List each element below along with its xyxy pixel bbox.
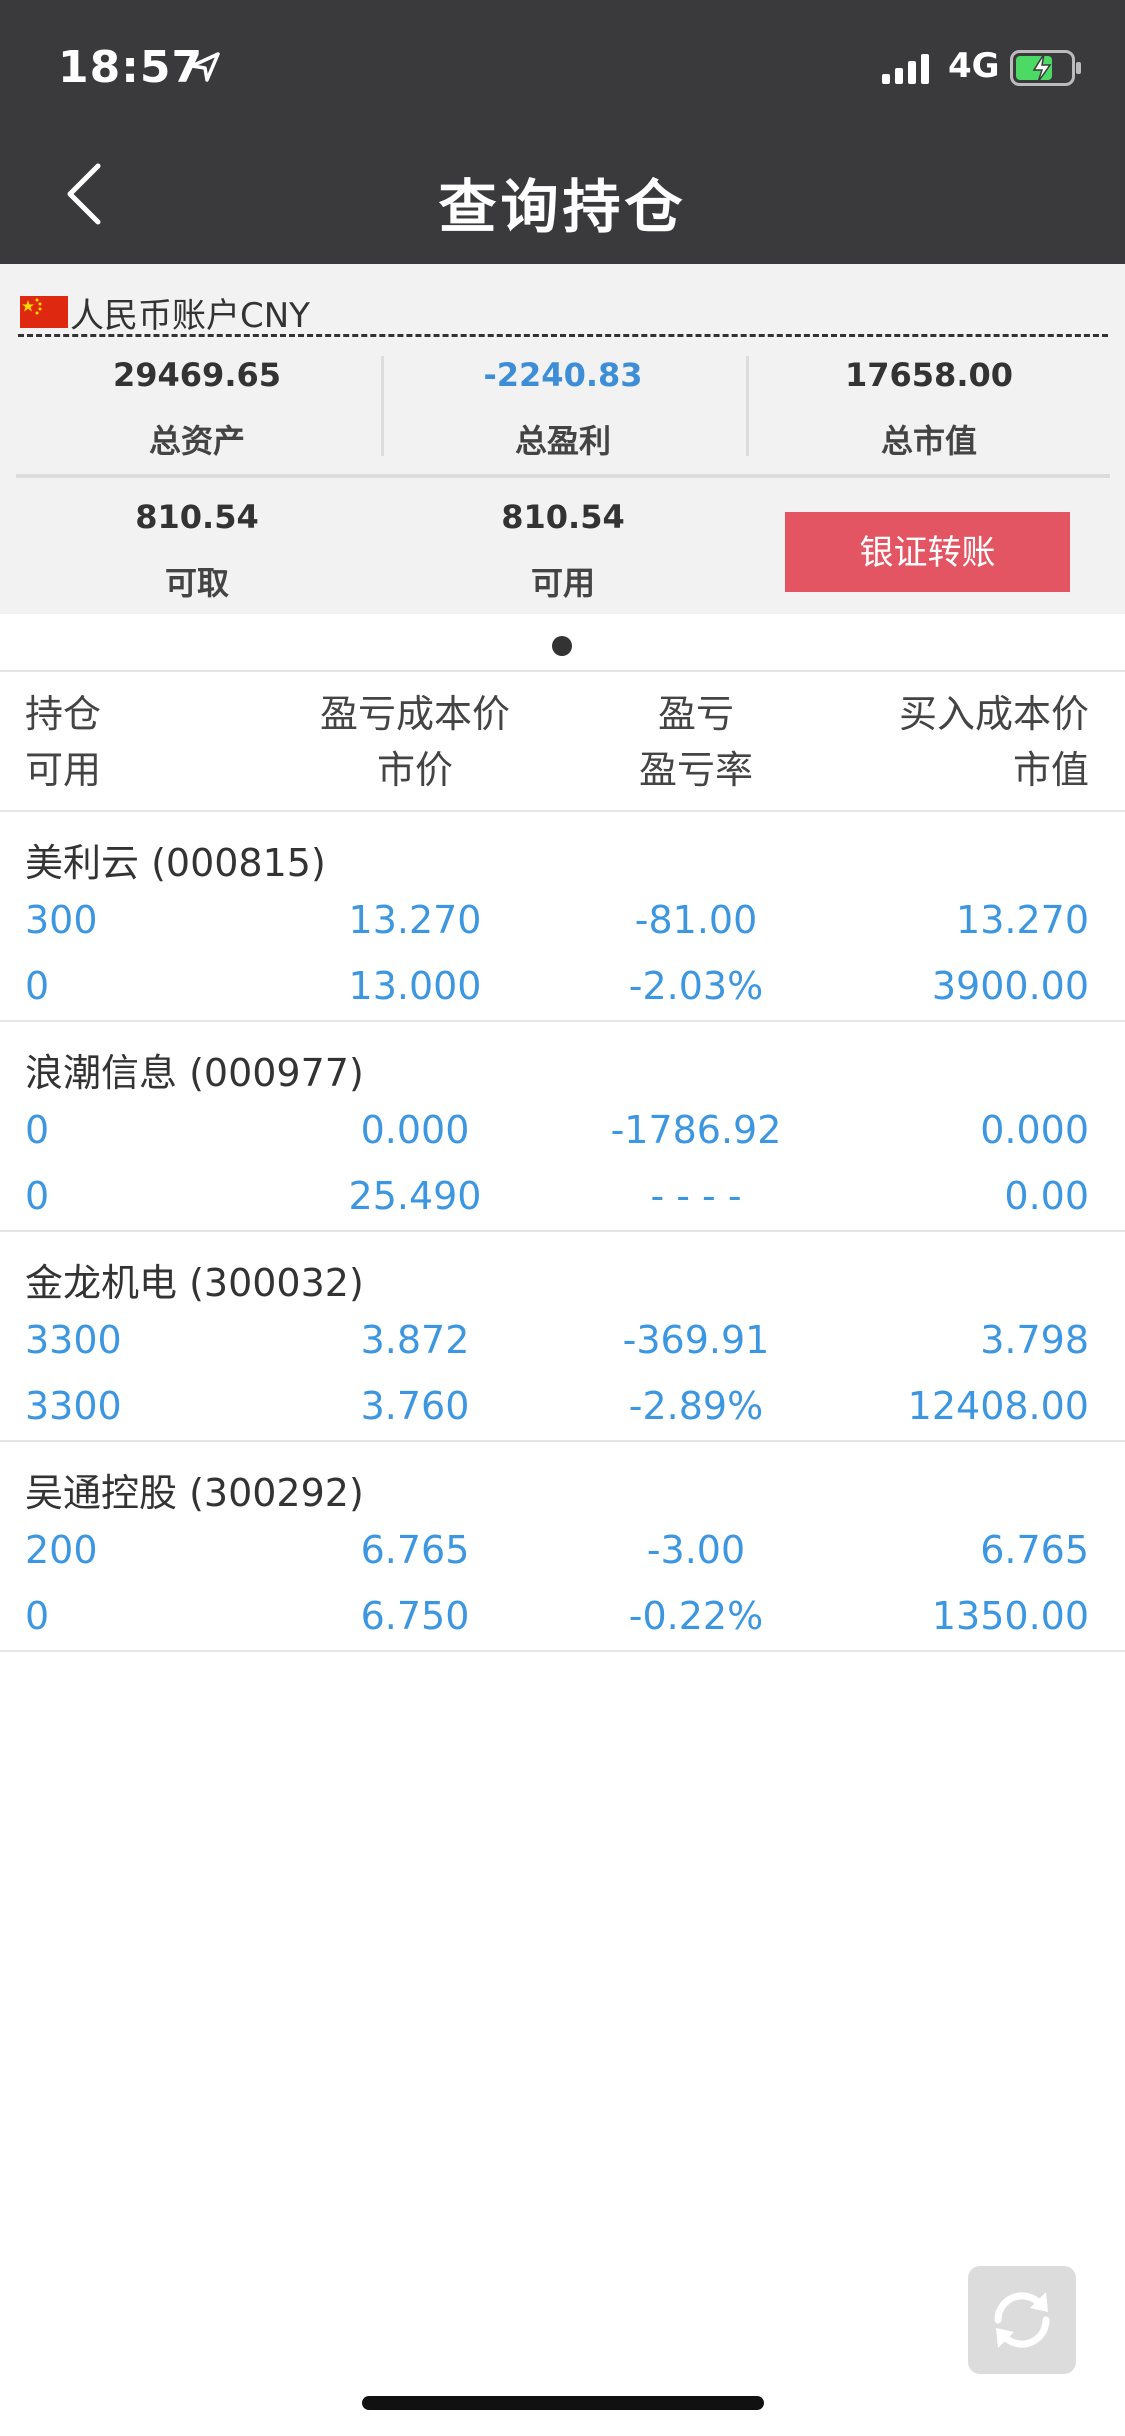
available-value: 810.54 xyxy=(501,498,625,536)
location-arrow-icon xyxy=(190,52,220,82)
page-title: 查询持仓 xyxy=(438,173,687,241)
position-row[interactable]: 浪潮信息 (000977) 0 0.000 -1786.92 0.000 0 2… xyxy=(0,1020,1125,1232)
header-pl: 盈亏 xyxy=(657,692,734,736)
account-header: 人民币账户CNY xyxy=(18,286,1108,337)
stock-name: 金龙机电 (300032) xyxy=(25,1261,364,1305)
header-pl-cost: 盈亏成本价 xyxy=(319,692,510,736)
refresh-button[interactable] xyxy=(968,2266,1076,2374)
pl-cost: 0.000 xyxy=(360,1108,470,1152)
total-market-value: 17658.00 总市值 xyxy=(749,356,1109,462)
price: 13.000 xyxy=(348,964,482,1008)
china-flag-icon xyxy=(20,296,68,328)
market-value: 1350.00 xyxy=(931,1594,1089,1638)
price: 6.750 xyxy=(360,1594,470,1638)
pl: -369.91 xyxy=(622,1318,770,1362)
available-qty: 3300 xyxy=(25,1384,122,1428)
holding: 300 xyxy=(25,898,98,942)
signal-icon xyxy=(882,54,929,84)
pl-rate: -0.22% xyxy=(628,1594,764,1638)
market-value: 12408.00 xyxy=(907,1384,1089,1428)
total-profit-value: -2240.83 xyxy=(483,356,643,394)
position-row[interactable]: 吴通控股 (300292) 200 6.765 -3.00 6.765 0 6.… xyxy=(0,1440,1125,1652)
available-qty: 0 xyxy=(25,1174,50,1218)
holding: 0 xyxy=(25,1108,50,1152)
stock-name: 吴通控股 (300292) xyxy=(25,1471,364,1515)
buy-cost: 13.270 xyxy=(956,898,1089,942)
header-pl-rate: 盈亏率 xyxy=(638,748,753,792)
buy-cost: 6.765 xyxy=(980,1528,1089,1572)
market-value: 3900.00 xyxy=(931,964,1089,1008)
table-header: 持仓 可用 盈亏成本价 市价 盈亏 盈亏率 买入成本价 市值 xyxy=(0,670,1125,812)
price: 25.490 xyxy=(348,1174,482,1218)
available-label: 可用 xyxy=(530,564,595,602)
total-assets-label: 总资产 xyxy=(148,422,245,460)
header-holding: 持仓 xyxy=(25,692,102,736)
top-bar: 18:57 4G 查询持仓 xyxy=(0,0,1125,264)
header-market-value: 市值 xyxy=(1012,748,1089,792)
market-value: 0.00 xyxy=(1004,1174,1089,1218)
account-summary: 人民币账户CNY 29469.65 总资产 -2240.83 总盈利 17658… xyxy=(0,264,1125,614)
divider xyxy=(746,356,749,456)
holding: 3300 xyxy=(25,1318,122,1362)
pl-rate: - - - - xyxy=(650,1174,742,1218)
status-time: 18:57 xyxy=(58,42,204,93)
withdrawable-value: 810.54 xyxy=(135,498,259,536)
pl-cost: 6.765 xyxy=(360,1528,470,1572)
withdrawable-label: 可取 xyxy=(164,564,229,602)
stock-name: 浪潮信息 (000977) xyxy=(25,1051,364,1095)
available: 810.54 可用 xyxy=(383,498,743,604)
network-label: 4G xyxy=(948,46,1000,86)
page-indicator-dot xyxy=(552,636,572,656)
pl: -3.00 xyxy=(646,1528,746,1572)
pl-cost: 13.270 xyxy=(348,898,482,942)
total-profit: -2240.83 总盈利 xyxy=(383,356,743,462)
position-row[interactable]: 金龙机电 (300032) 3300 3.872 -369.91 3.798 3… xyxy=(0,1230,1125,1442)
holding: 200 xyxy=(25,1528,98,1572)
position-row[interactable]: 美利云 (000815) 300 13.270 -81.00 13.270 0 … xyxy=(0,810,1125,1022)
buy-cost: 3.798 xyxy=(980,1318,1089,1362)
total-assets-value: 29469.65 xyxy=(112,356,281,394)
battery-charging-icon xyxy=(1010,50,1081,86)
stock-name: 美利云 (000815) xyxy=(25,841,326,885)
header-price: 市价 xyxy=(376,748,453,792)
total-profit-label: 总盈利 xyxy=(514,422,611,460)
pl-rate: -2.03% xyxy=(628,964,764,1008)
header-available: 可用 xyxy=(25,748,102,792)
pl: -81.00 xyxy=(634,898,758,942)
buy-cost: 0.000 xyxy=(980,1108,1089,1152)
available-qty: 0 xyxy=(25,964,50,1008)
bank-transfer-button[interactable]: 银证转账 xyxy=(785,512,1070,592)
withdrawable: 810.54 可取 xyxy=(17,498,377,604)
pl: -1786.92 xyxy=(610,1108,782,1152)
back-button[interactable] xyxy=(50,160,120,230)
account-name: 人民币账户CNY xyxy=(70,296,310,336)
price: 3.760 xyxy=(360,1384,470,1428)
total-market-value-label: 总市值 xyxy=(880,422,977,460)
pl-rate: -2.89% xyxy=(628,1384,764,1428)
total-assets: 29469.65 总资产 xyxy=(17,356,377,462)
refresh-icon xyxy=(994,2292,1050,2348)
divider xyxy=(381,356,384,456)
home-indicator[interactable] xyxy=(362,2396,764,2410)
header-buy-cost: 买入成本价 xyxy=(898,692,1089,736)
available-qty: 0 xyxy=(25,1594,50,1638)
pl-cost: 3.872 xyxy=(360,1318,470,1362)
total-market-value-value: 17658.00 xyxy=(844,356,1013,394)
divider xyxy=(16,474,1110,478)
